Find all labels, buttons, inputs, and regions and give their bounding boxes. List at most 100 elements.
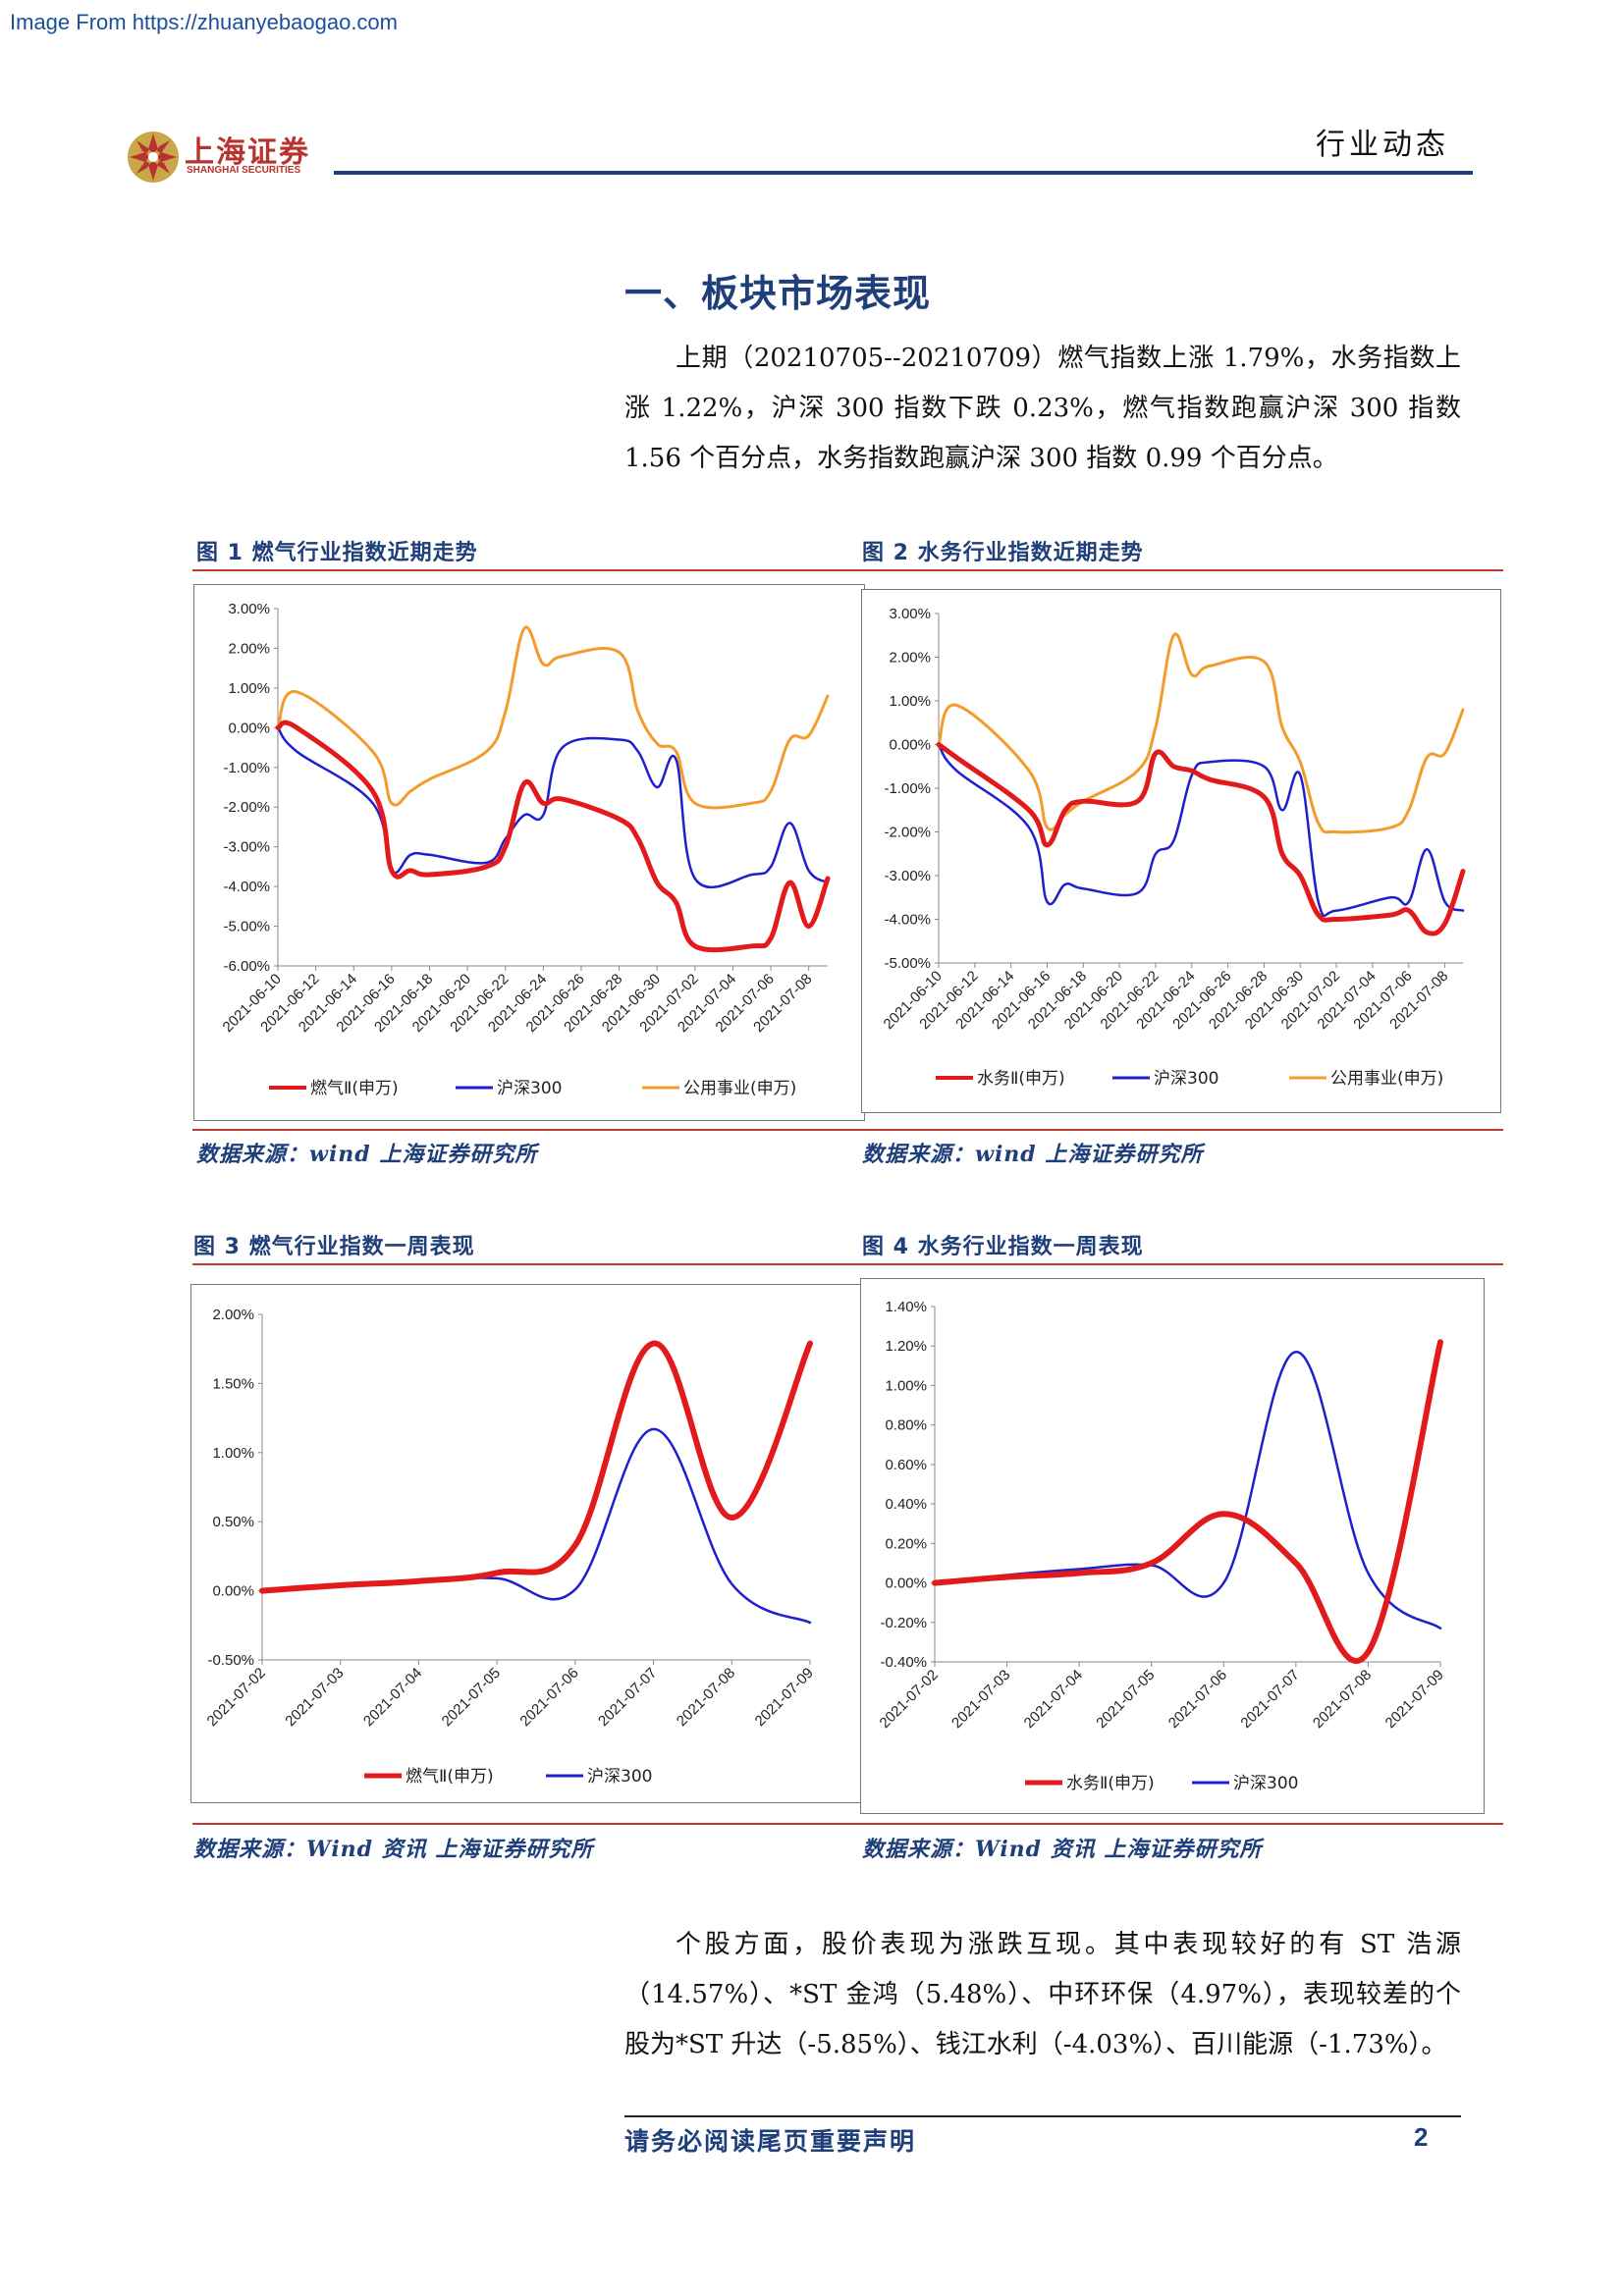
footer-divider [624, 2115, 1461, 2117]
watermark-text: Image From https://zhuanyebaogao.com [10, 10, 398, 34]
legend-label: 燃气Ⅱ(申万) [310, 1079, 399, 1098]
y-tick-label: -0.20% [880, 1615, 927, 1631]
legend-label: 沪深300 [1233, 1774, 1298, 1793]
series-line [933, 1351, 1442, 1630]
series-line [260, 1427, 812, 1625]
series-line [937, 743, 1465, 917]
figure-title-rule [192, 569, 1503, 571]
legend-label: 沪深300 [1154, 1069, 1218, 1089]
y-tick-label: 1.00% [885, 1377, 927, 1394]
section-tag: 行业动态 [1316, 128, 1449, 162]
legend-label: 燃气Ⅱ(申万) [406, 1767, 494, 1787]
figure-4-title: 图 4 水务行业指数一周表现 [862, 1235, 1144, 1259]
logo-chinese-name: 上海证券 [185, 135, 310, 170]
y-tick-label: 0.00% [212, 1583, 254, 1600]
legend-label: 沪深300 [587, 1767, 652, 1787]
figure-2-title: 图 2 水务行业指数近期走势 [862, 541, 1144, 565]
y-tick-label: -3.00% [884, 868, 931, 884]
x-tick-label: 2021-07-05 [439, 1665, 504, 1730]
series-line [937, 632, 1465, 834]
x-tick-label: 2021-07-03 [282, 1665, 347, 1730]
figure-4-source: 数据来源：Wind 资讯 上海证券研究所 [862, 1837, 1263, 1862]
legend-label: 沪深300 [497, 1079, 562, 1098]
y-tick-label: -4.00% [884, 912, 931, 929]
y-tick-label: 0.20% [885, 1535, 927, 1552]
y-tick-label: 1.40% [885, 1299, 927, 1315]
figure-title-rule [192, 1263, 1503, 1265]
summary-paragraph: 上期（20210705--20210709）燃气指数上涨 1.79%，水务指数上… [624, 344, 1461, 473]
section-title: 一、板块市场表现 [624, 272, 932, 315]
figure-3-title: 图 3 燃气行业指数一周表现 [193, 1235, 475, 1259]
y-tick-label: -0.40% [880, 1654, 927, 1671]
series-line [276, 726, 830, 889]
x-tick-label: 2021-07-08 [674, 1665, 738, 1730]
series-line [276, 625, 830, 810]
y-tick-label: 0.50% [212, 1514, 254, 1530]
figure-3-svg: 2.00%1.50%1.00%0.50%0.00%-0.50%2021-07-0… [204, 1307, 817, 1787]
y-tick-label: -5.00% [884, 955, 931, 972]
y-tick-label: 1.00% [212, 1445, 254, 1462]
figure-2-source: 数据来源：wind 上海证券研究所 [862, 1142, 1204, 1167]
y-tick-label: 0.00% [889, 737, 931, 754]
series-line [275, 720, 831, 953]
x-tick-label: 2021-07-09 [752, 1665, 817, 1730]
y-tick-label: 0.00% [885, 1575, 927, 1592]
x-tick-label: 2021-07-06 [516, 1665, 581, 1730]
y-tick-label: 0.60% [885, 1457, 927, 1473]
x-tick-label: 2021-07-05 [1093, 1667, 1158, 1732]
footer-disclaimer: 请务必阅读尾页重要声明 [624, 2127, 917, 2156]
y-tick-label: -2.00% [884, 825, 931, 841]
figure-1-title: 图 1 燃气行业指数近期走势 [196, 541, 478, 565]
figure-1-chart: 3.00% 2.00% 1.00% 0.00% -1.00% -2.00% -3.00% -4… [193, 584, 865, 1121]
legend-label: 水务Ⅱ(申万) [977, 1069, 1065, 1089]
x-tick-label: 2021-07-02 [204, 1665, 269, 1730]
figure-1-source: 数据来源：wind 上海证券研究所 [196, 1142, 538, 1167]
page-number: 2 [1414, 2122, 1429, 2152]
y-tick-label: -6.00% [223, 958, 270, 975]
legend-label: 水务Ⅱ(申万) [1066, 1774, 1155, 1793]
x-tick-label: 2021-07-09 [1382, 1667, 1447, 1732]
header-divider [334, 171, 1473, 175]
y-tick-label: -5.00% [223, 919, 270, 935]
figure-4-svg: 1.40% 1.20% 1.00% 0.80% 0.60% 0.40% 0.20% 0.00%… [877, 1299, 1447, 1793]
legend-label: 公用事业(申万) [683, 1079, 796, 1098]
figure-3-chart: 2.00% 1.50% 1.00% 0.50% 0.00% -0.50% 2021-07-0… [190, 1284, 862, 1803]
y-tick-label: -0.50% [207, 1652, 254, 1669]
y-tick-label: 1.00% [889, 693, 931, 710]
series-line [932, 1339, 1443, 1664]
y-tick-label: -1.00% [223, 760, 270, 776]
y-tick-label: 3.00% [889, 606, 931, 622]
x-tick-label: 2021-07-06 [1165, 1667, 1230, 1732]
series-line [259, 1340, 813, 1594]
x-tick-label: 2021-07-08 [1310, 1667, 1375, 1732]
x-tick-label: 2021-07-07 [1237, 1667, 1302, 1732]
figure-2-chart: 3.00% 2.00% 1.00% 0.00% -1.00% -2.00% -3.00% -4… [861, 589, 1501, 1113]
y-tick-label: -4.00% [223, 879, 270, 895]
y-tick-label: -1.00% [884, 780, 931, 797]
y-tick-label: 1.20% [885, 1338, 927, 1355]
y-tick-label: 0.80% [885, 1417, 927, 1434]
x-tick-label: 2021-07-07 [595, 1665, 660, 1730]
y-tick-label: 0.40% [885, 1496, 927, 1513]
y-tick-label: 1.00% [228, 680, 270, 697]
figure-1-svg: 3.00% 2.00% 1.00% 0.00% -1.00% -2.00% -3.00% -4… [220, 601, 831, 1098]
y-tick-label: -2.00% [223, 799, 270, 816]
stock-paragraph: 个股方面，股价表现为涨跌互现。其中表现较好的有 ST 浩源（14.57%）、*S… [624, 1930, 1461, 2059]
company-logo: 上海证券 SHANGHAI SECURITIES [126, 126, 322, 185]
x-tick-label: 2021-07-03 [948, 1667, 1013, 1732]
legend-label: 公用事业(申万) [1330, 1069, 1443, 1089]
y-tick-label: 2.00% [889, 650, 931, 667]
y-tick-label: 3.00% [228, 601, 270, 617]
figure-3-source: 数据来源：Wind 资讯 上海证券研究所 [193, 1837, 594, 1862]
figure-source-rule [192, 1823, 1503, 1825]
y-tick-label: 1.50% [212, 1375, 254, 1392]
figure-2-svg: 3.00% 2.00% 1.00% 0.00% -1.00% -2.00% -3.00% -4… [881, 606, 1466, 1089]
logo-emblem-icon [128, 132, 179, 183]
y-tick-label: 0.00% [228, 720, 270, 736]
figure-4-chart: 1.40% 1.20% 1.00% 0.80% 0.60% 0.40% 0.20% 0.00%… [860, 1278, 1485, 1814]
x-tick-label: 2021-07-02 [877, 1667, 942, 1732]
x-tick-label: 2021-07-04 [1021, 1667, 1086, 1732]
x-tick-label: 2021-07-04 [360, 1665, 425, 1730]
y-tick-label: 2.00% [228, 640, 270, 657]
series-line [936, 742, 1466, 936]
